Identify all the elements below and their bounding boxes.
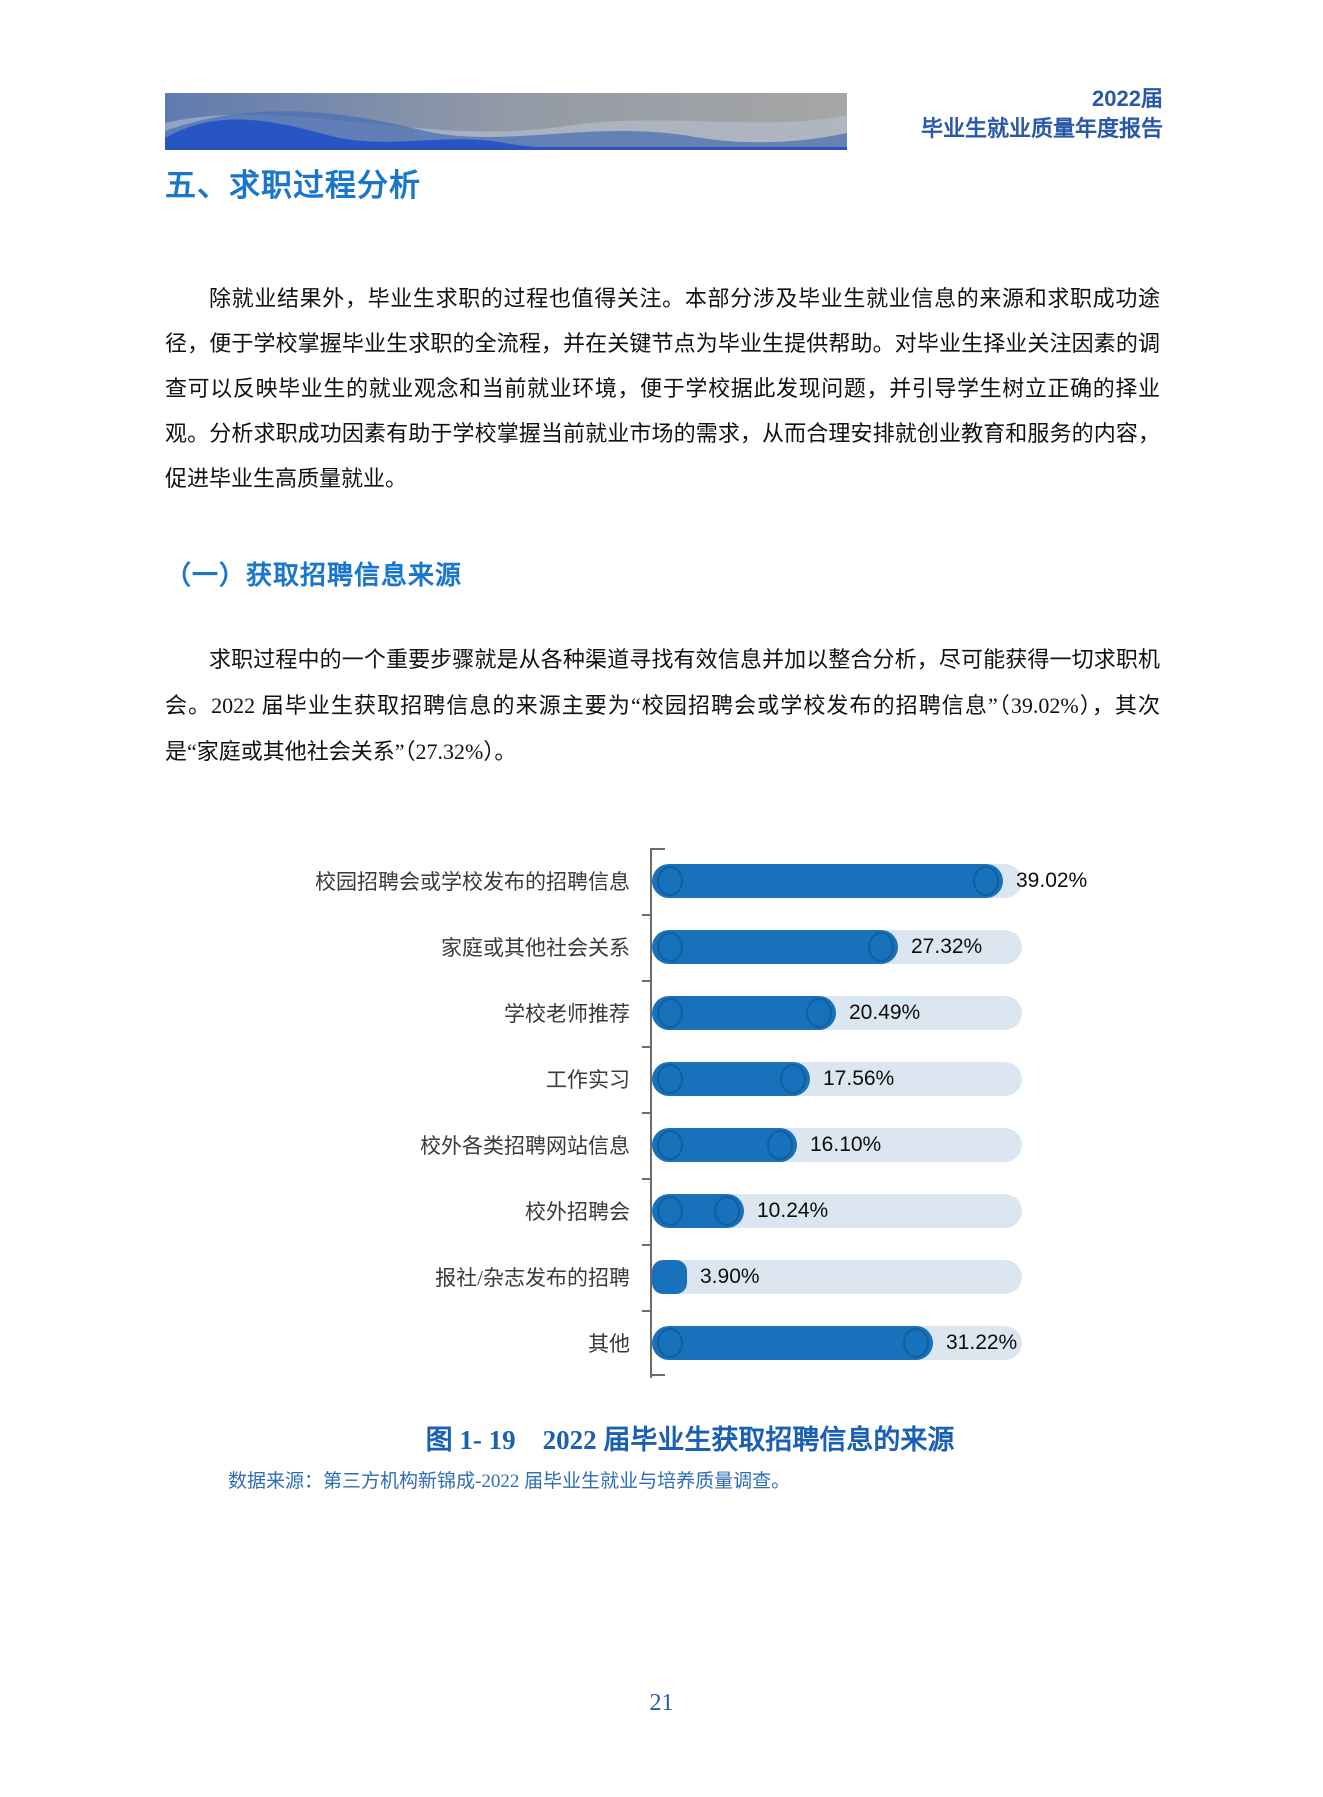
chart-bar [652, 1062, 810, 1096]
chart-plot-area: 10.24% [640, 1194, 1095, 1228]
chart-rows: 校园招聘会或学校发布的招聘信息 39.02% 家庭或其他社会关系 27.32% 学校老师… [285, 848, 1095, 1376]
chart-category-label: 校外招聘会 [525, 1200, 630, 1224]
chart-axis-tick [642, 1244, 650, 1246]
chart-plot-area: 39.02% [640, 864, 1095, 898]
figure-caption: 图 1- 19 2022 届毕业生获取招聘信息的来源 [425, 1425, 955, 1455]
chart-plot-area: 16.10% [640, 1128, 1095, 1162]
chart-category-label: 校园招聘会或学校发布的招聘信息 [315, 870, 630, 894]
bar-end-ellipse-icon [767, 1130, 793, 1160]
chart-axis-line [650, 848, 652, 1378]
wave-graphic-icon [165, 93, 847, 150]
bar-end-ellipse-icon [657, 1064, 683, 1094]
chart-plot-area: 3.90% [640, 1260, 1095, 1294]
bar-end-ellipse-icon [657, 1196, 683, 1226]
chart-bar [652, 1260, 687, 1294]
bar-end-ellipse-icon [657, 866, 683, 896]
chart-axis-tick [642, 914, 650, 916]
chart-plot-area: 31.22% [640, 1326, 1095, 1360]
chart-row: 报社/杂志发布的招聘 3.90% [285, 1244, 1095, 1310]
bar-end-ellipse-icon [657, 998, 683, 1028]
bar-end-ellipse-icon [868, 932, 894, 962]
bar-chart: 校园招聘会或学校发布的招聘信息 39.02% 家庭或其他社会关系 27.32% 学校老师… [285, 848, 1095, 1378]
chart-row: 学校老师推荐 20.49% [285, 980, 1095, 1046]
chart-plot-area: 17.56% [640, 1062, 1095, 1096]
chart-bar [652, 996, 836, 1030]
subsection-title: （一）获取招聘信息来源 [165, 560, 463, 590]
chart-category-label: 工作实习 [546, 1068, 630, 1092]
chart-bar [652, 1326, 933, 1360]
chart-row: 校园招聘会或学校发布的招聘信息 39.02% [285, 848, 1095, 914]
chart-bar [652, 1128, 797, 1162]
chart-plot-area: 27.32% [640, 930, 1095, 964]
section-title: 五、求职过程分析 [165, 168, 421, 203]
chart-axis-tick [642, 1310, 650, 1312]
header-year: 2022届 [1092, 86, 1163, 111]
bar-end-ellipse-icon [714, 1196, 740, 1226]
chart-axis-tick [642, 980, 650, 982]
bar-end-ellipse-icon [657, 1328, 683, 1358]
chart-row: 校外各类招聘网站信息 16.10% [285, 1112, 1095, 1178]
chart-category-label: 家庭或其他社会关系 [441, 936, 630, 960]
chart-plot-area: 20.49% [640, 996, 1095, 1030]
page-number: 21 [649, 1690, 674, 1716]
chart-bar [652, 930, 898, 964]
bar-end-ellipse-icon [973, 866, 999, 896]
chart-axis-tick [642, 1046, 650, 1048]
chart-value-label: 10.24% [757, 1199, 829, 1222]
chart-category-label: 学校老师推荐 [504, 1002, 630, 1026]
chart-axis-tick [642, 1178, 650, 1180]
chart-category-label: 其他 [588, 1332, 630, 1356]
header-wave-banner [165, 93, 847, 150]
bar-end-ellipse-icon [780, 1064, 806, 1094]
chart-bar-track [652, 1260, 1022, 1294]
body-paragraph-2: 求职过程中的一个重要步骤就是从各种渠道寻找有效信息并加以整合分析，尽可能获得一切… [165, 647, 1160, 764]
chart-row: 家庭或其他社会关系 27.32% [285, 914, 1095, 980]
chart-axis-tick [642, 1112, 650, 1114]
bar-end-ellipse-icon [657, 932, 683, 962]
chart-axis-tick [651, 848, 665, 850]
bar-end-ellipse-icon [903, 1328, 929, 1358]
data-source-note: 数据来源：第三方机构新锦成-2022 届毕业生就业与培养质量调查。 [228, 1471, 791, 1492]
chart-category-label: 报社/杂志发布的招聘 [435, 1266, 630, 1290]
chart-value-label: 27.32% [911, 935, 983, 958]
chart-category-label: 校外各类招聘网站信息 [420, 1134, 630, 1158]
chart-row: 工作实习 17.56% [285, 1046, 1095, 1112]
body-paragraph-1: 除就业结果外，毕业生求职的过程也值得关注。本部分涉及毕业生就业信息的来源和求职成… [165, 286, 1160, 491]
chart-bar [652, 1194, 744, 1228]
chart-bar [652, 864, 1003, 898]
bar-end-ellipse-icon [806, 998, 832, 1028]
chart-row: 其他 31.22% [285, 1310, 1095, 1376]
chart-axis-tick [651, 1374, 665, 1376]
chart-value-label: 31.22% [946, 1331, 1018, 1354]
chart-row: 校外招聘会 10.24% [285, 1178, 1095, 1244]
chart-value-label: 3.90% [700, 1265, 760, 1288]
bar-end-ellipse-icon [657, 1130, 683, 1160]
header-report-title: 毕业生就业质量年度报告 [920, 116, 1163, 141]
chart-value-label: 20.49% [849, 1001, 921, 1024]
report-header: 2022届 毕业生就业质量年度报告 [921, 84, 1163, 144]
chart-value-label: 39.02% [1016, 869, 1088, 892]
chart-value-label: 16.10% [810, 1133, 882, 1156]
chart-value-label: 17.56% [823, 1067, 895, 1090]
